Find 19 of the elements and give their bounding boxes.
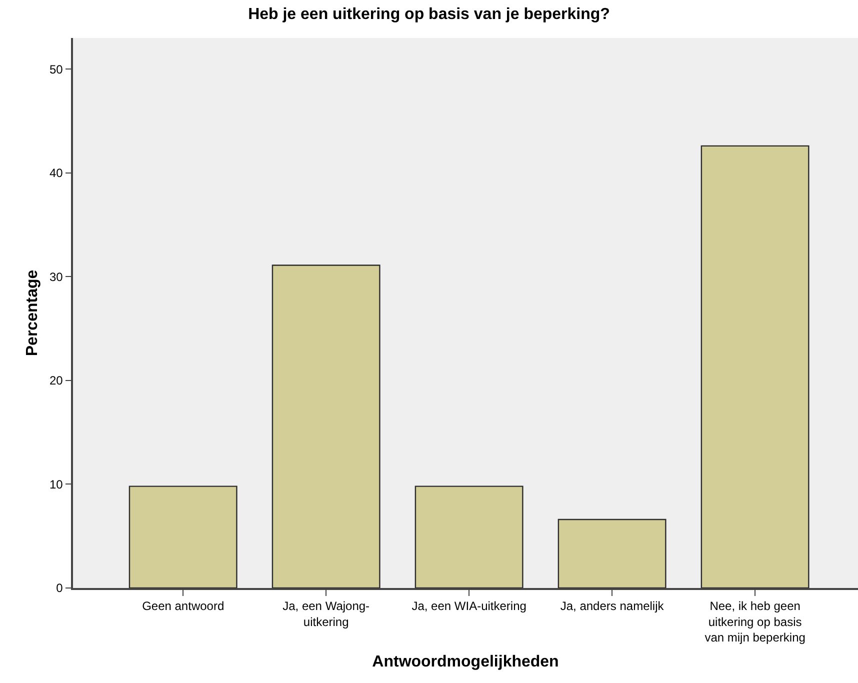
bar [128, 486, 238, 588]
y-axis-title: Percentage [24, 270, 41, 356]
bar [700, 145, 810, 588]
bar [558, 518, 666, 588]
x-tick-label: Nee, ik heb geen uitkering op basis van mijn beperking [704, 599, 806, 644]
x-tick-label: Ja, een WIA-uitkering [412, 599, 526, 614]
bar [414, 486, 524, 588]
chart-title: Heb je een uitkering op basis van je beperking? [248, 6, 610, 24]
y-tick-label: 20 [49, 374, 64, 388]
y-tick-label: 0 [56, 581, 64, 596]
x-tick-label: Geen antwoord [142, 599, 224, 614]
y-tick-label: 50 [49, 62, 64, 76]
x-tick-label: Ja, anders namelijk [560, 599, 665, 614]
y-tick-label: 40 [49, 166, 64, 180]
x-tick-label: Ja, een Wajong-uitkering [282, 599, 370, 629]
y-tick-label: 30 [49, 270, 64, 284]
bar [272, 264, 380, 588]
x-axis-title: Antwoordmogelijkheden [372, 654, 559, 671]
y-tick-label: 10 [49, 477, 64, 492]
